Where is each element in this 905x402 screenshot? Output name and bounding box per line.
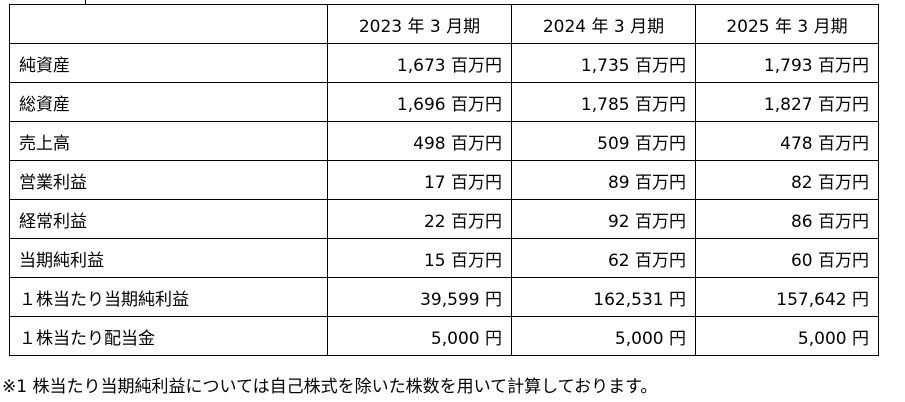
footnote: ※1 株当たり当期純利益については自己株式を除いた株数を用いて計算しております。 bbox=[2, 377, 658, 397]
value-cell: 82 百万円 bbox=[695, 160, 879, 200]
value-cell: 86 百万円 bbox=[695, 199, 879, 239]
value-cell: 162,531 円 bbox=[511, 277, 696, 317]
value-cell: 1,696 百万円 bbox=[327, 82, 512, 122]
row-label: １株当たり配当金 bbox=[9, 316, 328, 356]
row-label: 当期純利益 bbox=[9, 238, 328, 278]
value-cell: 92 百万円 bbox=[511, 199, 696, 239]
value-cell: 17 百万円 bbox=[327, 160, 512, 200]
value-cell: 22 百万円 bbox=[327, 199, 512, 239]
value-cell: 157,642 円 bbox=[695, 277, 879, 317]
row-label: １株当たり当期純利益 bbox=[9, 277, 328, 317]
value-cell: 5,000 円 bbox=[327, 316, 512, 356]
value-cell: 1,793 百万円 bbox=[695, 43, 879, 83]
value-cell: 1,827 百万円 bbox=[695, 82, 879, 122]
row-label: 総資産 bbox=[9, 82, 328, 122]
table-body: 2023 年 3 月期 2024 年 3 月期 2025 年 3 月期 純資産 1,67… bbox=[9, 4, 879, 356]
value-cell: 62 百万円 bbox=[511, 238, 696, 278]
data-row: １株当たり配当金 5,000 円 5,000 円 5,000 円 bbox=[9, 316, 879, 356]
value-cell: 60 百万円 bbox=[695, 238, 879, 278]
value-cell: 1,785 百万円 bbox=[511, 82, 696, 122]
data-row: 営業利益 17 百万円 89 百万円 82 百万円 bbox=[9, 160, 879, 200]
value-cell: 89 百万円 bbox=[511, 160, 696, 200]
value-cell: 39,599 円 bbox=[327, 277, 512, 317]
row-label: 売上高 bbox=[9, 121, 328, 161]
row-label: 経常利益 bbox=[9, 199, 328, 239]
row-label: 純資産 bbox=[9, 43, 328, 83]
value-cell: 478 百万円 bbox=[695, 121, 879, 161]
value-cell: 1,735 百万円 bbox=[511, 43, 696, 83]
header-cell: 2025 年 3 月期 bbox=[695, 4, 879, 44]
value-cell: 5,000 円 bbox=[695, 316, 879, 356]
header-cell: 2023 年 3 月期 bbox=[327, 4, 512, 44]
value-cell: 509 百万円 bbox=[511, 121, 696, 161]
header-cell bbox=[9, 4, 328, 44]
financial-table: 2023 年 3 月期 2024 年 3 月期 2025 年 3 月期 純資産 1,67… bbox=[9, 4, 879, 356]
row-label: 営業利益 bbox=[9, 160, 328, 200]
data-row: 当期純利益 15 百万円 62 百万円 60 百万円 bbox=[9, 238, 879, 278]
value-cell: 15 百万円 bbox=[327, 238, 512, 278]
data-row: 純資産 1,673 百万円 1,735 百万円 1,793 百万円 bbox=[9, 43, 879, 83]
value-cell: 1,673 百万円 bbox=[327, 43, 512, 83]
header-row: 2023 年 3 月期 2024 年 3 月期 2025 年 3 月期 bbox=[9, 4, 879, 44]
data-row: 売上高 498 百万円 509 百万円 478 百万円 bbox=[9, 121, 879, 161]
header-cell: 2024 年 3 月期 bbox=[511, 4, 696, 44]
border-tick bbox=[85, 0, 86, 5]
value-cell: 5,000 円 bbox=[511, 316, 696, 356]
data-row: １株当たり当期純利益 39,599 円 162,531 円 157,642 円 bbox=[9, 277, 879, 317]
value-cell: 498 百万円 bbox=[327, 121, 512, 161]
data-row: 総資産 1,696 百万円 1,785 百万円 1,827 百万円 bbox=[9, 82, 879, 122]
data-row: 経常利益 22 百万円 92 百万円 86 百万円 bbox=[9, 199, 879, 239]
